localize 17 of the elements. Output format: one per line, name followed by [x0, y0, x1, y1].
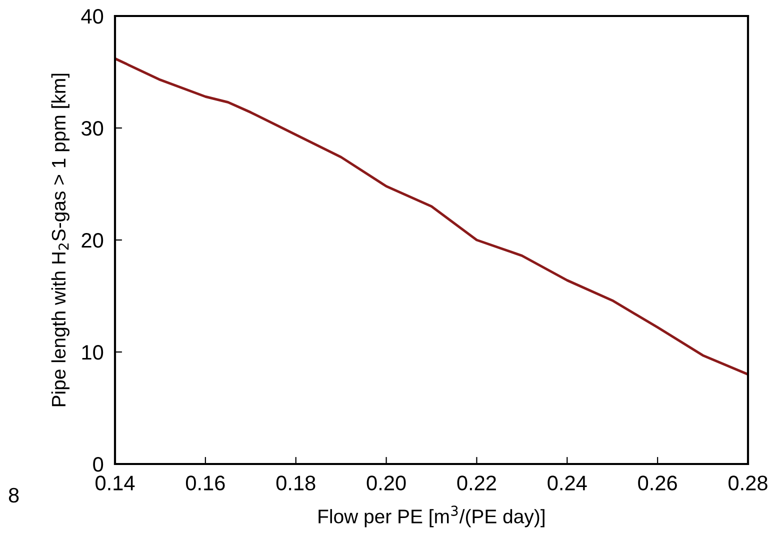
y-tick-label: 0	[93, 457, 104, 472]
x-tick-label: 0.28	[728, 476, 768, 490]
y-tick-label: 40	[81, 9, 104, 24]
x-tick-label: 0.20	[366, 476, 406, 490]
x-tick-label: 0.16	[186, 476, 225, 490]
y-tick-label: 10	[82, 345, 104, 360]
line-series	[115, 57, 748, 376]
y-tick-label: 20	[82, 233, 104, 248]
x-axis-title: Flow per PE [m$^{3}$/(PE day)]	[318, 506, 544, 528]
x-tick-label: 0.24	[548, 476, 587, 490]
x-tick-label: 0.26	[638, 476, 677, 490]
text: 8	[8, 488, 19, 503]
y-axis-title: Pipe length with H$_{2}$S-gas > 1 ppm [km]	[51, 74, 70, 406]
x-tick-label: 0.18	[276, 476, 316, 490]
y-tick-label: 30	[82, 121, 104, 136]
x-tick-label: 0.22	[457, 476, 496, 490]
x-tick-label: 0.14	[96, 476, 135, 490]
